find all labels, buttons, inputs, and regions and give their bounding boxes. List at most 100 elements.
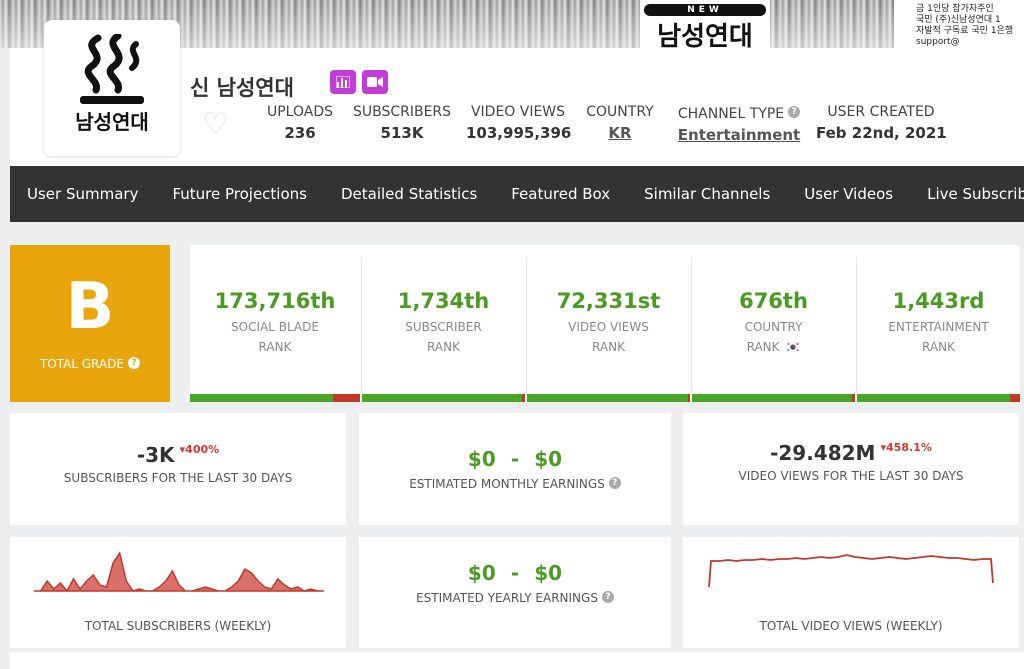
- rank-label-2-row: RANK: [692, 337, 855, 357]
- card-yearly-earnings: $0 - $0 ESTIMATED YEARLY EARNINGS?: [359, 537, 671, 648]
- views-weekly-label: TOTAL VIDEO VIEWS (WEEKLY): [759, 619, 943, 633]
- yearly-label-row: ESTIMATED YEARLY EARNINGS?: [359, 591, 671, 605]
- rank-label-2: RANK: [427, 340, 460, 354]
- rank-value: 173,716th: [214, 289, 336, 313]
- views-30d-delta: ▾458.1%: [880, 441, 932, 454]
- stat-subscribers: SUBSCRIBERS 513K: [350, 104, 454, 142]
- help-icon[interactable]: ?: [601, 591, 614, 603]
- help-icon[interactable]: ?: [788, 106, 801, 118]
- nav-user-summary[interactable]: User Summary: [27, 185, 139, 203]
- total-grade-box: B TOTAL GRADE?: [10, 245, 170, 402]
- yearly-label: ESTIMATED YEARLY EARNINGS: [416, 591, 598, 605]
- country-link[interactable]: KR: [608, 124, 632, 142]
- rank-divider: [361, 257, 362, 392]
- rank-value: 1,734th: [397, 289, 490, 313]
- stat-label: UPLOADS: [266, 104, 333, 120]
- stat-label: COUNTRY: [586, 104, 654, 120]
- rank-label-1: COUNTRY: [744, 320, 803, 334]
- yearly-high: $0: [534, 561, 563, 585]
- rank-video-views: 72,331st VIDEO VIEWS RANK: [527, 245, 690, 402]
- card-value-row: -3K ▾400%: [10, 443, 346, 467]
- card-value-row: -29.482M ▾458.1%: [683, 441, 1019, 465]
- footer-strip: [10, 652, 1024, 669]
- subs-30d-label: SUBSCRIBERS FOR THE LAST 30 DAYS: [63, 471, 293, 485]
- stat-user-created: USER CREATED Feb 22nd, 2021: [816, 104, 947, 142]
- rank-subscriber: 1,734th SUBSCRIBER RANK: [362, 245, 525, 402]
- bar-chart-icon[interactable]: [330, 70, 356, 94]
- rank-divider: [691, 257, 692, 392]
- channel-header: 남성연대 ♡ 신 남성연대 UPLOADS 236 SUBSCRIBERS 51…: [10, 20, 1024, 166]
- views-30d-value: -29.482M: [770, 441, 876, 465]
- grade-letter: B: [65, 270, 115, 344]
- channel-banner: NEW 남성연대 금 1인당 참가자주인 국민 (주)신남성연대 1 자발적 구…: [0, 0, 1024, 48]
- grade-label: TOTAL GRADE?: [10, 357, 170, 371]
- channel-type-link[interactable]: Entertainment: [677, 126, 801, 144]
- rank-progress-remainder: [521, 394, 525, 402]
- card-subscribers-weekly: TOTAL SUBSCRIBERS (WEEKLY): [10, 537, 346, 648]
- rank-progress-bar: [857, 394, 1020, 402]
- rank-progress-remainder: [332, 394, 360, 402]
- banner-logo: NEW 남성연대: [640, 0, 770, 48]
- rank-progress-remainder: [1010, 394, 1020, 402]
- views-sparkline-path: [708, 554, 994, 588]
- help-icon[interactable]: ?: [608, 477, 621, 489]
- views-30d-delta-value: 458.1%: [886, 441, 932, 454]
- banner-line: support@: [916, 37, 960, 47]
- nav-similar-channels[interactable]: Similar Channels: [644, 185, 771, 203]
- yearly-sep: -: [510, 561, 520, 585]
- avatar[interactable]: 남성연대: [44, 20, 180, 156]
- rank-progress-bar: [362, 394, 525, 402]
- stat-value: 236: [284, 124, 316, 142]
- stat-label: SUBSCRIBERS: [352, 104, 452, 120]
- stat-value: 103,995,396: [466, 124, 572, 142]
- avatar-logo-bar: [80, 96, 144, 104]
- stat-country: COUNTRY KR: [580, 104, 660, 142]
- nav-future-projections[interactable]: Future Projections: [172, 185, 307, 203]
- rank-progress-bar: [527, 394, 690, 402]
- grade-label-text: TOTAL GRADE: [39, 357, 125, 371]
- banner-line: 국민 (주)신남성연대 1: [916, 15, 1001, 25]
- subs-30d-delta-value: 400%: [185, 443, 220, 456]
- rank-label-2: RANK: [592, 340, 625, 354]
- monthly-label: ESTIMATED MONTHLY EARNINGS: [409, 477, 605, 491]
- nav-live-subscriber[interactable]: Live Subscriber: [927, 185, 1024, 203]
- rank-divider: [856, 257, 857, 392]
- banner-line: 자발적 구독료 국민 1은행: [916, 26, 1014, 36]
- rank-entertainment: 1,443rd ENTERTAINMENT RANK: [857, 245, 1020, 402]
- nav-detailed-statistics[interactable]: Detailed Statistics: [340, 185, 478, 203]
- banner-logo-new: NEW: [644, 4, 766, 16]
- card-views-weekly: TOTAL VIDEO VIEWS (WEEKLY): [683, 537, 1019, 648]
- views-sparkline: [708, 554, 994, 588]
- stat-label-text: CHANNEL TYPE: [677, 106, 785, 122]
- main-nav: User Summary Future Projections Detailed…: [10, 166, 1024, 222]
- stat-channel-type: CHANNEL TYPE? Entertainment: [670, 106, 808, 144]
- banner-line: 금 1인당 참가자주인: [916, 4, 994, 14]
- rank-label-1: SOCIAL BLADE: [231, 320, 319, 334]
- views-30d-label: VIDEO VIEWS FOR THE LAST 30 DAYS: [738, 469, 964, 483]
- rank-label-1: ENTERTAINMENT: [888, 320, 989, 334]
- subscribers-sparkline-path: [34, 551, 324, 593]
- rank-divider: [526, 257, 527, 392]
- rank-label-2: RANK: [922, 340, 955, 354]
- card-value-row: $0 - $0: [359, 561, 671, 585]
- help-icon[interactable]: ?: [128, 357, 141, 369]
- rank-value: 1,443rd: [892, 289, 985, 313]
- rank-progress-bar: [692, 394, 855, 402]
- logo-mark-icon: [84, 34, 140, 94]
- rank-label-2: RANK: [746, 340, 780, 354]
- rank-value: 676th: [739, 289, 808, 313]
- nav-user-videos[interactable]: User Videos: [804, 185, 894, 203]
- monthly-high: $0: [534, 447, 563, 471]
- rank-social-blade: 173,716th SOCIAL BLADE RANK: [190, 245, 360, 402]
- subscribers-sparkline: [34, 551, 324, 593]
- stat-label: CHANNEL TYPE?: [670, 106, 808, 122]
- rank-label-1: SUBSCRIBER: [405, 320, 482, 334]
- monthly-sep: -: [510, 447, 520, 471]
- subs-30d-value: -3K: [136, 443, 175, 467]
- stat-uploads: UPLOADS 236: [260, 104, 340, 142]
- card-subscribers-30d: -3K ▾400% SUBSCRIBERS FOR THE LAST 30 DA…: [10, 413, 346, 525]
- rank-value: 72,331st: [556, 289, 661, 313]
- heart-icon[interactable]: ♡: [202, 107, 229, 142]
- video-camera-icon[interactable]: [362, 70, 388, 94]
- nav-featured-box[interactable]: Featured Box: [511, 185, 611, 203]
